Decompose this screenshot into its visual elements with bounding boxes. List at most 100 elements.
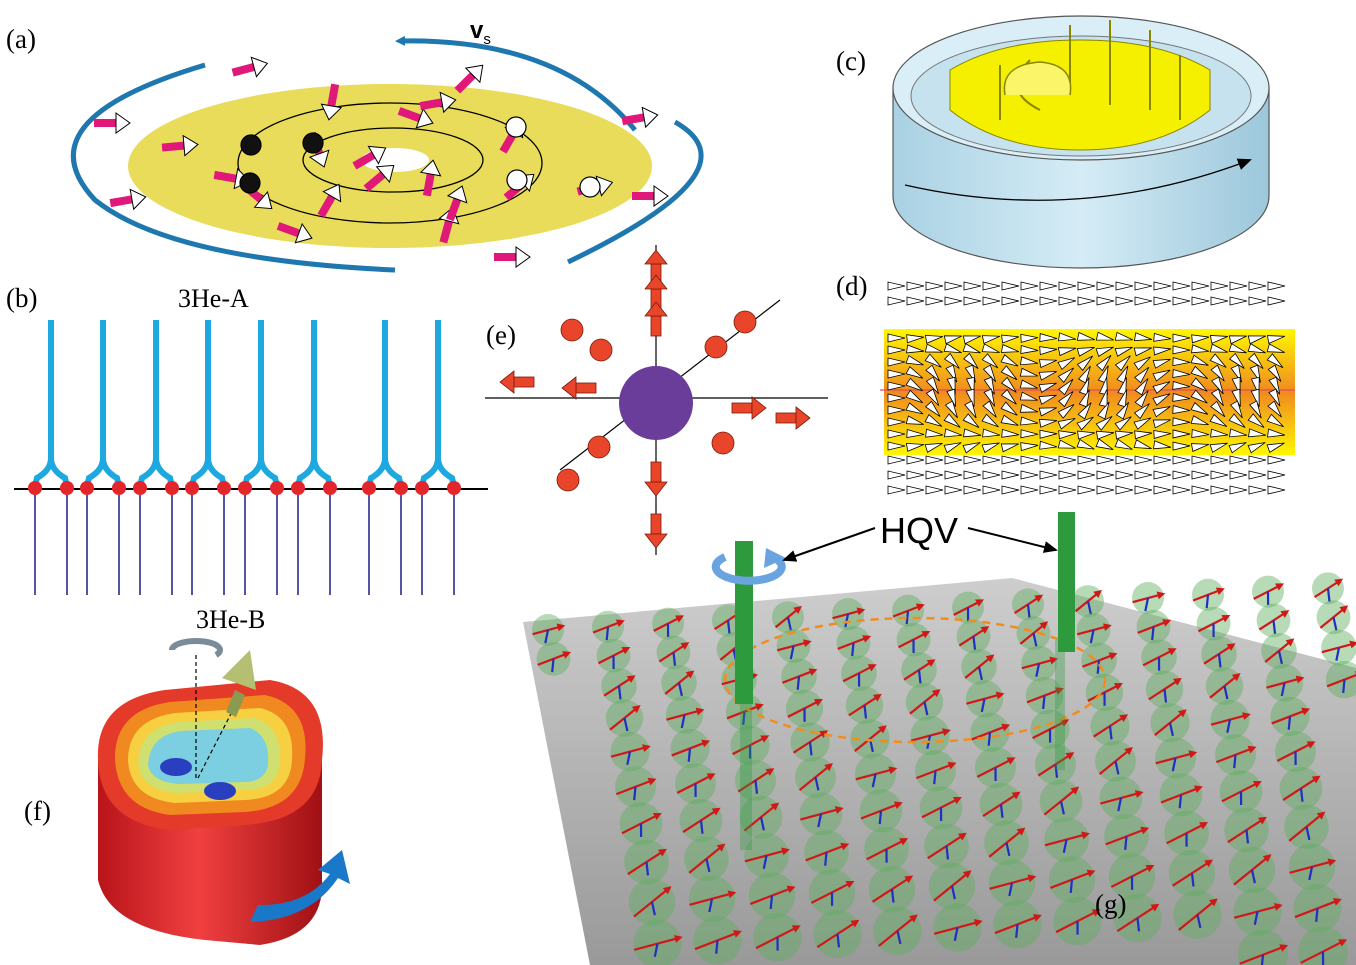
texture-vector <box>981 353 999 369</box>
lattice-spin <box>732 735 770 759</box>
texture-vector <box>1190 443 1210 452</box>
texture-vector <box>1039 281 1058 291</box>
texture-vector <box>1247 352 1264 369</box>
texture-vector <box>924 442 943 453</box>
lattice-spin <box>1171 859 1214 887</box>
texture-vector <box>1097 401 1110 420</box>
texture-vector <box>982 296 1001 306</box>
texture-vector <box>1267 470 1286 480</box>
texture-vector <box>1077 455 1096 465</box>
spin-arrow <box>276 222 313 244</box>
lattice-spin <box>1032 719 1070 743</box>
lattice-spin <box>1221 780 1262 806</box>
texture-vector <box>1058 281 1077 291</box>
spin-arrow-red <box>644 301 668 337</box>
outer-orbit <box>237 102 543 224</box>
texture-vector <box>944 296 963 306</box>
lattice-spin <box>774 605 802 631</box>
texture-vector <box>944 485 963 495</box>
lattice-spin <box>666 707 705 729</box>
half-quantum-core <box>394 481 408 495</box>
lattice-spin <box>982 791 1021 818</box>
texture-vector <box>1077 430 1096 440</box>
half-quantum-core <box>447 481 461 495</box>
spin-arrow-f-head <box>222 650 256 690</box>
texture-vector <box>1057 347 1076 357</box>
lattice-spin <box>1049 869 1096 894</box>
vortex-core-right <box>204 782 236 800</box>
texture-vector <box>1228 343 1247 354</box>
texture-vector <box>1249 400 1262 419</box>
texture-vector <box>1172 429 1191 439</box>
hqv-rod-left <box>735 541 753 704</box>
lattice-spin <box>1154 709 1187 737</box>
texture-vector <box>943 335 962 345</box>
lattice-spin <box>1110 864 1155 890</box>
lattice-spin <box>743 802 780 832</box>
lattice-spin <box>1026 687 1064 710</box>
lattice-spin <box>1258 610 1290 634</box>
lattice-spin <box>1081 652 1118 674</box>
texture-vector <box>1268 376 1281 395</box>
texture-vector <box>1133 403 1150 420</box>
texture-vector <box>1114 331 1133 341</box>
texture-vector <box>1001 281 1020 291</box>
texture-vector <box>1117 389 1128 408</box>
texture-vector <box>1039 470 1058 480</box>
spin-arrow-red <box>644 461 668 497</box>
spin-ball-red <box>711 431 735 455</box>
lattice-spin <box>855 766 898 788</box>
texture-vector <box>1019 391 1038 401</box>
circulation-ring-icon <box>711 552 786 585</box>
texture-vector <box>981 413 999 428</box>
spin-arrow-red <box>499 370 535 394</box>
lattice-spin <box>597 647 631 670</box>
velocity-arrow-top <box>395 35 637 132</box>
texture-vector <box>1133 356 1151 371</box>
texture-vector <box>1172 455 1191 465</box>
texture-vector <box>1134 455 1153 465</box>
texture-vector <box>982 364 997 382</box>
texture-vector <box>962 335 981 345</box>
lattice-spin <box>609 704 641 732</box>
lattice-spin <box>1074 589 1102 615</box>
texture-vector <box>1000 401 1018 416</box>
texture-vector <box>1058 296 1077 306</box>
texture-vector <box>1247 335 1266 345</box>
lattice-spin <box>800 806 844 828</box>
lattice-spin <box>1233 903 1283 925</box>
lattice-spin <box>1282 775 1321 802</box>
spin-arrow <box>317 183 342 218</box>
lattice-spin <box>897 631 931 654</box>
lattice-spin <box>915 761 957 785</box>
panel-e: (e) <box>485 245 828 555</box>
hqv-rod-right-lower <box>1055 640 1065 770</box>
phase-b-label: 3He-B <box>196 605 265 634</box>
lattice-spin <box>860 801 903 825</box>
lattice-spin <box>921 796 962 822</box>
texture-vector <box>1076 438 1095 450</box>
texture-vector <box>1210 388 1224 407</box>
texture-vector <box>944 428 963 438</box>
texture-vector <box>1114 438 1133 450</box>
lattice-spin <box>1288 811 1326 842</box>
texture-vector <box>1038 418 1058 428</box>
panel-c-label: (c) <box>836 46 866 76</box>
texture-vector <box>1058 455 1077 465</box>
texture-vector <box>1134 296 1153 306</box>
texture-vector <box>1000 376 1017 393</box>
texture-vector <box>1210 281 1229 291</box>
lattice-spin <box>1100 790 1144 812</box>
spiral-insert <box>949 39 1211 151</box>
texture-vector <box>1152 369 1171 382</box>
lattice-spin <box>633 886 672 918</box>
lattice-spin <box>737 768 775 794</box>
lattice-spin <box>694 930 742 954</box>
spin-arrow <box>320 83 343 121</box>
lattice-spin <box>682 807 721 834</box>
texture-vector <box>887 296 906 306</box>
texture-vector <box>1248 470 1267 480</box>
a-phase-vortex <box>32 320 70 487</box>
texture-vector <box>1191 485 1210 495</box>
texture-vector <box>1247 442 1266 454</box>
